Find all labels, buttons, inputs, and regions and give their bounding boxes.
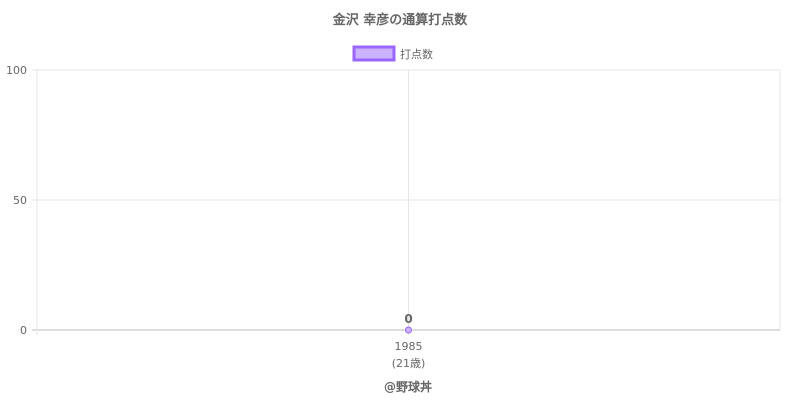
y-tick-label: 0 <box>20 324 27 337</box>
x-tick-label: 1985 <box>395 340 423 353</box>
legend-label: 打点数 <box>400 47 433 61</box>
legend-swatch <box>352 45 396 62</box>
y-tick-label: 50 <box>13 194 27 207</box>
footer-credit: @野球丼 <box>384 379 432 394</box>
y-tick-label: 100 <box>6 64 27 77</box>
legend[interactable]: 打点数 <box>352 45 433 62</box>
x-tick-sublabel: (21歳) <box>392 357 426 370</box>
data-point[interactable] <box>405 326 412 334</box>
data-label: 0 <box>404 312 412 326</box>
chart-title: 金沢 幸彦の通算打点数 <box>332 12 469 28</box>
